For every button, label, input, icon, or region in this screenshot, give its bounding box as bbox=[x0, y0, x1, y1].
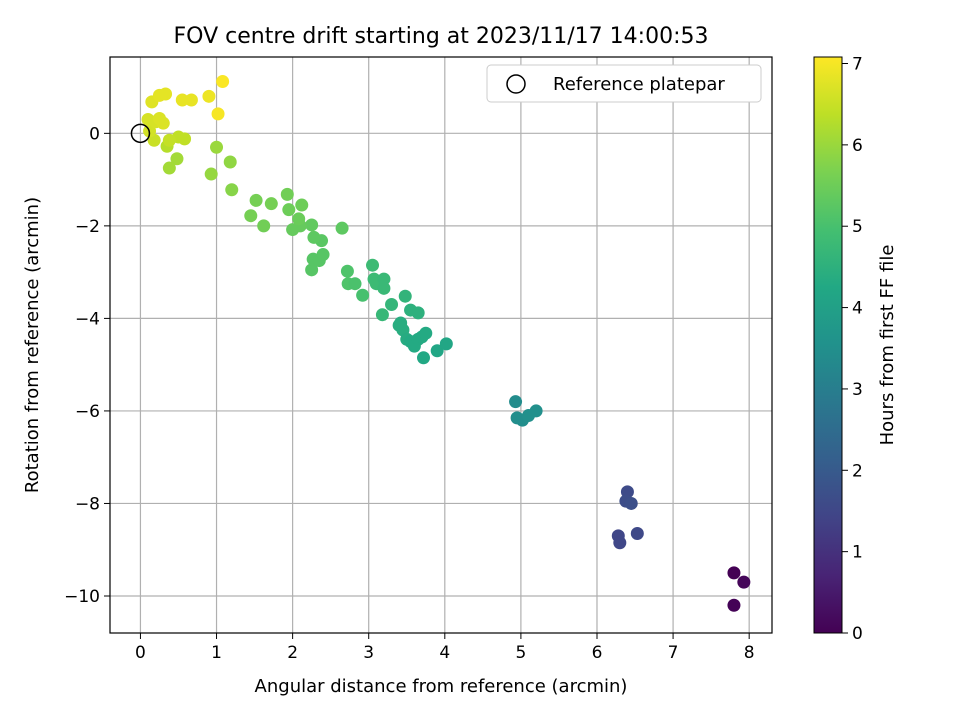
data-point bbox=[316, 248, 330, 262]
data-point bbox=[264, 197, 278, 211]
legend-box bbox=[486, 64, 762, 103]
data-point bbox=[225, 183, 239, 197]
x-tick-label: 4 bbox=[439, 643, 450, 663]
colorbar-tick-label: 3 bbox=[852, 380, 863, 400]
colorbar-tick-label: 2 bbox=[852, 461, 863, 481]
data-point bbox=[210, 140, 224, 154]
data-point bbox=[624, 496, 638, 510]
data-point bbox=[348, 277, 362, 291]
y-tick-label: −10 bbox=[64, 587, 100, 607]
data-point bbox=[385, 298, 399, 312]
data-point bbox=[613, 536, 627, 550]
data-point bbox=[223, 155, 237, 169]
colorbar-tick-label: 6 bbox=[852, 136, 863, 156]
data-point bbox=[295, 198, 309, 212]
data-point bbox=[305, 218, 319, 232]
colorbar-tick-label: 0 bbox=[852, 624, 863, 644]
data-point bbox=[398, 289, 412, 303]
colorbar-ticks: 0 1 2 3 4 5 6 7 bbox=[842, 55, 863, 644]
data-point bbox=[204, 167, 218, 181]
chart-title: FOV centre drift starting at 2023/11/17 … bbox=[174, 24, 709, 49]
data-point bbox=[416, 351, 430, 365]
data-point bbox=[280, 187, 294, 201]
y-tick-label: −2 bbox=[75, 217, 100, 237]
x-tick-label: 6 bbox=[592, 643, 603, 663]
data-point bbox=[249, 193, 263, 207]
data-point bbox=[529, 404, 543, 418]
colorbar-tick-label: 5 bbox=[852, 217, 863, 237]
data-point bbox=[727, 598, 741, 612]
data-point bbox=[305, 263, 319, 277]
data-point bbox=[377, 281, 391, 295]
data-point bbox=[170, 152, 184, 166]
data-point bbox=[356, 288, 370, 302]
data-point bbox=[375, 308, 389, 322]
x-tick-label: 7 bbox=[668, 643, 679, 663]
data-point bbox=[282, 203, 296, 217]
data-point bbox=[630, 527, 644, 541]
data-point bbox=[737, 575, 751, 589]
x-tick-label: 8 bbox=[744, 643, 755, 663]
data-point bbox=[430, 344, 444, 358]
x-tick-label: 5 bbox=[515, 643, 526, 663]
y-axis-ticks: −10 −8 −6 −4 −2 0 bbox=[64, 124, 110, 607]
data-point bbox=[211, 107, 225, 121]
colorbar-tick-label: 1 bbox=[852, 543, 863, 563]
data-point bbox=[286, 223, 300, 237]
data-point bbox=[162, 133, 176, 147]
data-point bbox=[394, 316, 408, 330]
data-point bbox=[335, 221, 349, 235]
data-point bbox=[340, 264, 354, 278]
y-axis-label: Rotation from reference (arcmin) bbox=[22, 197, 43, 493]
plot-frame bbox=[109, 56, 773, 634]
data-point bbox=[178, 132, 192, 146]
colorbar: 0 1 2 3 4 5 6 7 Hours from first FF file bbox=[813, 55, 898, 644]
x-tick-label: 2 bbox=[287, 643, 298, 663]
data-point bbox=[257, 219, 271, 233]
colorbar-tick-label: 7 bbox=[852, 55, 863, 75]
data-point bbox=[184, 93, 198, 107]
x-axis-ticks: 0 1 2 3 4 5 6 7 8 bbox=[135, 633, 755, 663]
reference-platepar-marker bbox=[130, 123, 151, 144]
y-tick-label: −4 bbox=[75, 309, 100, 329]
data-point bbox=[727, 566, 741, 580]
data-point bbox=[244, 209, 258, 223]
data-point bbox=[156, 116, 170, 130]
colorbar-label: Hours from first FF file bbox=[877, 245, 898, 446]
legend: Reference platepar bbox=[486, 64, 762, 103]
colorbar-tick-label: 4 bbox=[852, 299, 863, 319]
legend-reference-marker-icon bbox=[506, 74, 526, 94]
data-point bbox=[411, 306, 425, 320]
data-point bbox=[366, 258, 380, 272]
data-point bbox=[509, 395, 523, 409]
y-tick-label: −8 bbox=[75, 494, 100, 514]
data-point bbox=[175, 93, 189, 107]
data-point bbox=[439, 337, 453, 351]
y-tick-label: −6 bbox=[75, 402, 100, 422]
data-point bbox=[202, 89, 216, 103]
x-tick-label: 0 bbox=[135, 643, 146, 663]
x-axis-label: Angular distance from reference (arcmin) bbox=[255, 676, 628, 697]
x-tick-label: 1 bbox=[211, 643, 222, 663]
legend-reference-label: Reference platepar bbox=[553, 74, 725, 95]
data-point bbox=[377, 272, 391, 286]
data-point bbox=[307, 230, 321, 244]
data-point bbox=[292, 212, 306, 226]
data-points bbox=[130, 75, 751, 612]
data-point bbox=[216, 75, 230, 89]
data-point bbox=[419, 326, 433, 340]
data-point bbox=[162, 161, 176, 175]
y-tick-label: 0 bbox=[89, 124, 100, 144]
x-tick-label: 3 bbox=[363, 643, 374, 663]
colorbar-gradient bbox=[813, 56, 843, 634]
data-point bbox=[159, 87, 173, 101]
